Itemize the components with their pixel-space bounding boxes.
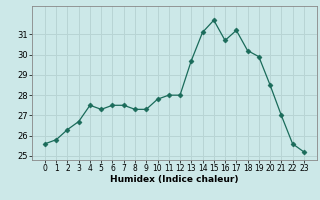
- X-axis label: Humidex (Indice chaleur): Humidex (Indice chaleur): [110, 175, 239, 184]
